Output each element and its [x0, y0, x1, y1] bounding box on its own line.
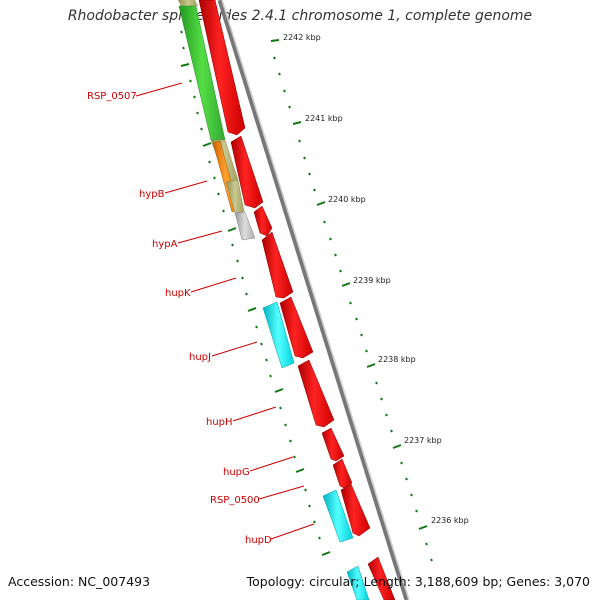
kbp-label: 2236 kbp: [431, 516, 469, 525]
grey-gene: [234, 211, 256, 241]
gene-label-hypb: hypB: [139, 189, 165, 200]
kbp-label: 2237 kbp: [404, 436, 442, 445]
kbp-label: 2239 kbp: [353, 276, 391, 285]
kbp-label: 2242 kbp: [283, 33, 321, 42]
cyan-gene: [322, 489, 354, 543]
forward-gene: [198, 0, 246, 136]
gene-label-huph: hupH: [206, 417, 233, 428]
accession-text: Accession: NC_007493: [8, 574, 151, 589]
gene-label-hupg: hupG: [223, 467, 250, 478]
khaki-gene: [178, 0, 198, 6]
forward-gene: [367, 556, 396, 600]
forward-gene: [332, 458, 353, 489]
kbp-label: 2238 kbp: [378, 355, 416, 364]
forward-gene: [279, 296, 314, 359]
scale-ticks: [180, 30, 433, 562]
forward-strand-genes: [198, 0, 396, 600]
label-leaders: [135, 82, 315, 540]
gene-label-hupj: hupJ: [189, 352, 211, 363]
forward-gene: [297, 359, 335, 428]
gene-labels: RSP_0507 hypB hypA hupK hupJ hupH hupG R…: [87, 91, 272, 546]
kbp-label: 2241 kbp: [305, 114, 343, 123]
forward-gene: [230, 135, 264, 209]
gene-label-hypa: hypA: [152, 239, 178, 250]
cyan-gene: [346, 565, 370, 600]
kbp-label: 2240 kbp: [328, 195, 366, 204]
backbone: [217, 0, 410, 600]
scale-labels: 2242 kbp 2241 kbp 2240 kbp 2239 kbp 2238…: [283, 33, 469, 525]
cyan-gene: [262, 301, 295, 369]
gene-label-hupk: hupK: [165, 288, 191, 299]
gene-label-rsp-0507: RSP_0507: [87, 91, 137, 102]
forward-gene: [261, 231, 294, 299]
forward-gene: [253, 205, 273, 237]
genome-summary: Topology: circular; Length: 3,188,609 bp…: [246, 574, 590, 589]
forward-gene: [321, 427, 345, 462]
forward-gene: [340, 483, 371, 537]
gene-label-rsp-0500: RSP_0500: [210, 495, 260, 506]
reverse-strand-genes: [178, 0, 370, 600]
gene-label-hupd: hupD: [245, 535, 272, 546]
